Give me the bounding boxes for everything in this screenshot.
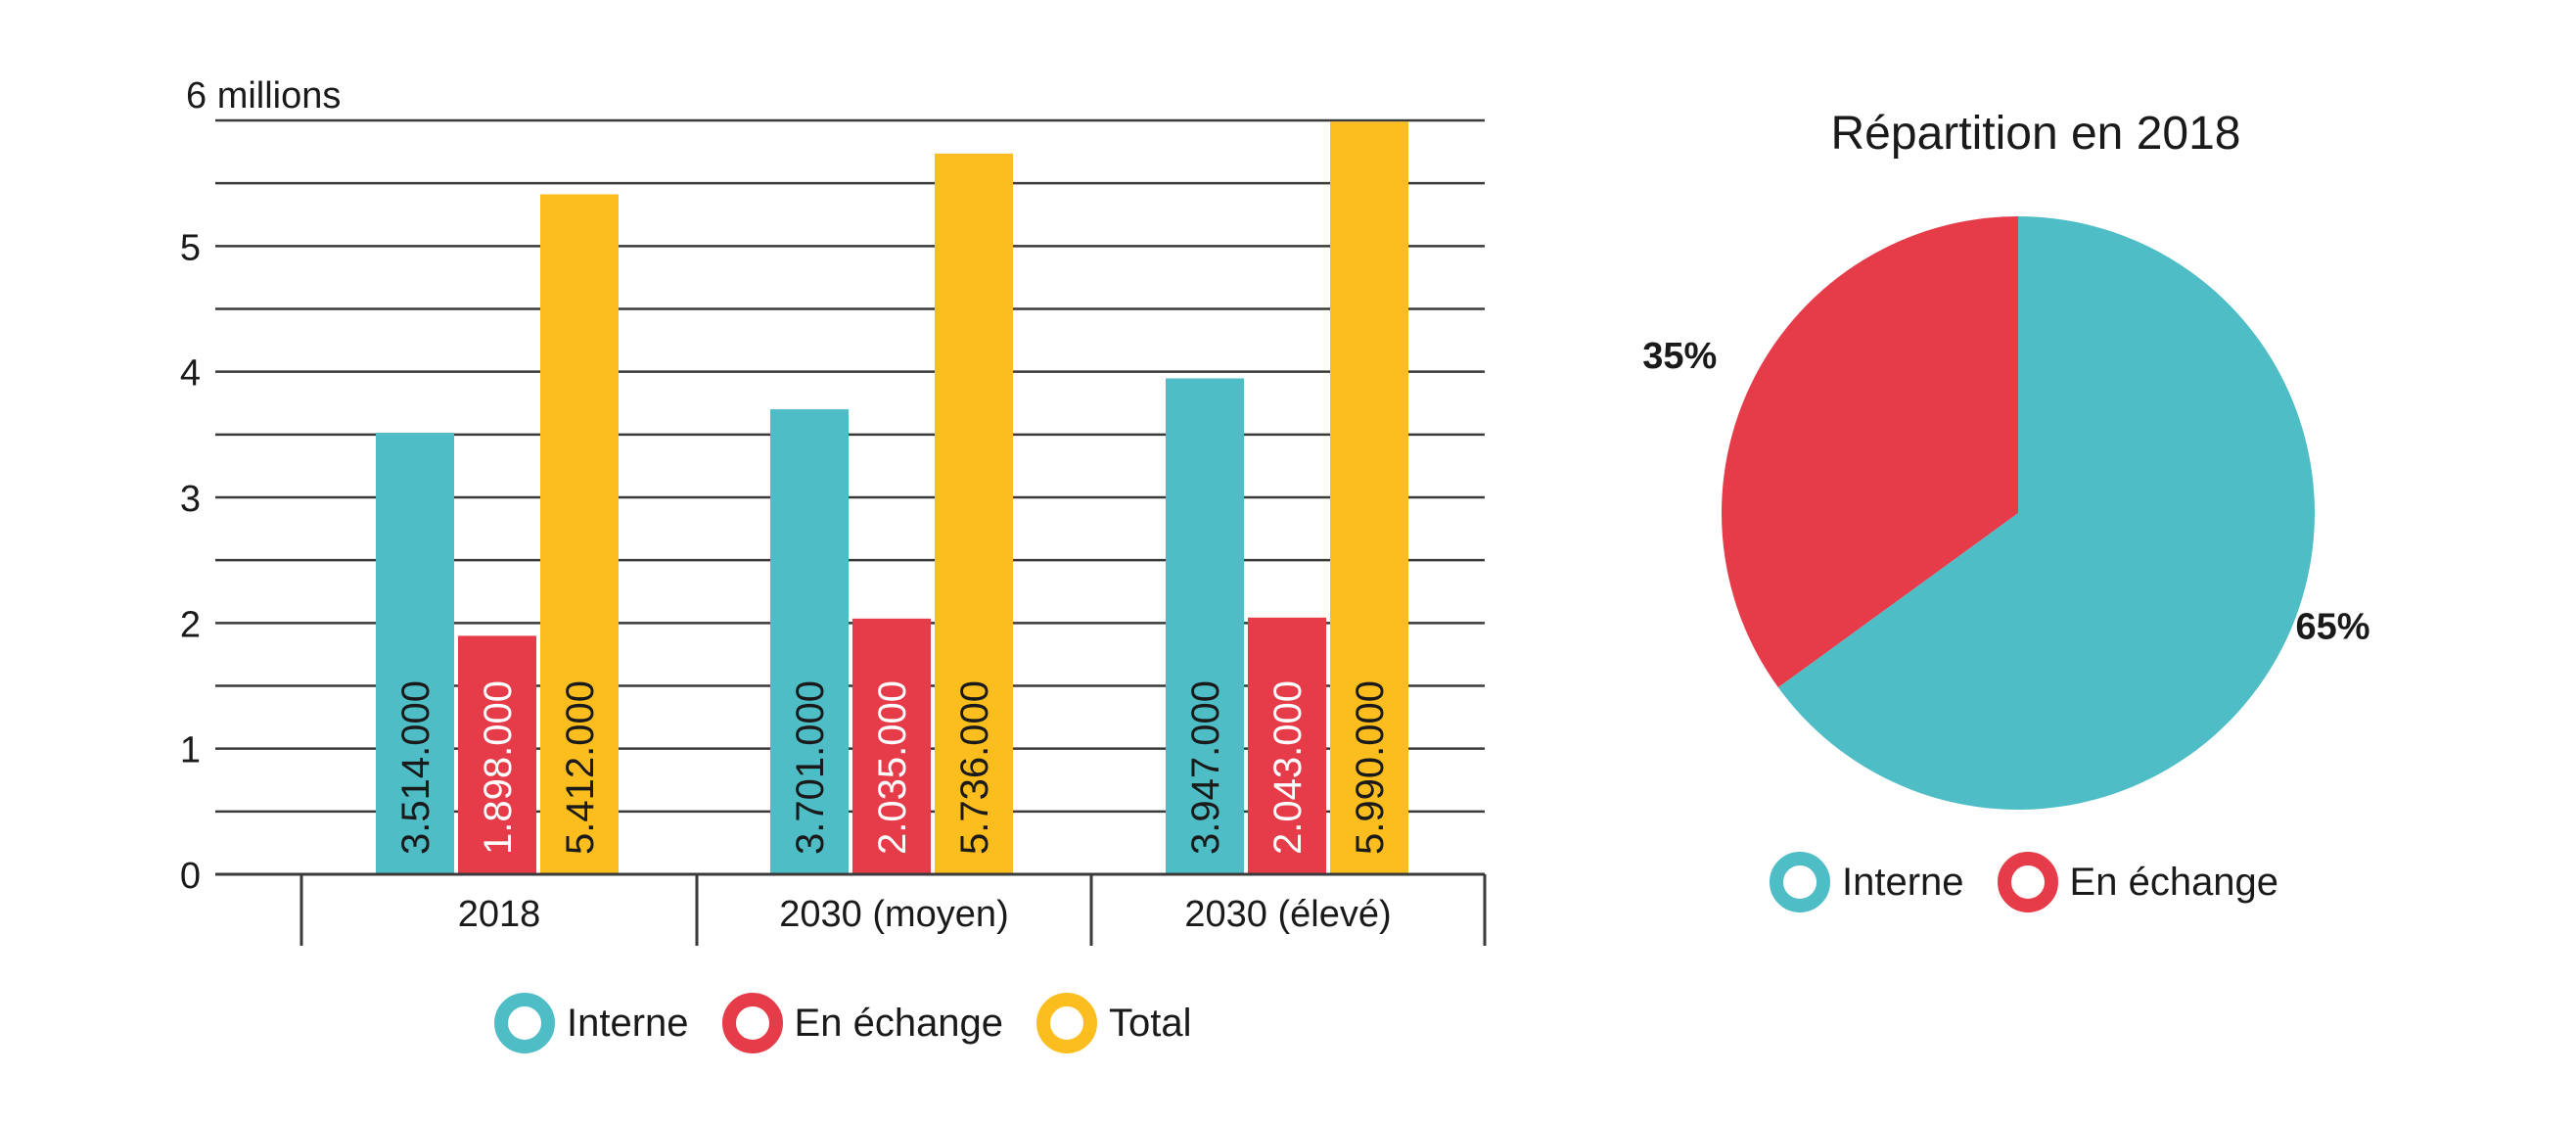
bar-series: 3.514.000 1.898.000 5.412.000 3.701.000 2.03… [376,121,1408,875]
pie-legend: Interne En échange [1770,852,2312,912]
pie-legend-label-en-echange: En échange [2069,860,2279,904]
pie-slice-label: 35% [1642,336,1717,377]
bar-value-label: 2.043.000 [1266,680,1310,855]
bar [376,433,454,874]
bar-value-label: 2.035.000 [871,680,914,855]
bar-category-label: 2030 (élevé) [1184,894,1391,935]
legend-item-interne: Interne [494,993,689,1053]
bar-y-tick-label: 4 [180,353,201,395]
pie-slice-labels: 65% 35% [1642,336,2369,648]
pie-legend-swatch-en-echange [1997,852,2058,912]
pie-legend-item-interne: Interne [1770,852,1964,912]
bar [1248,617,1326,874]
bar [540,194,619,874]
bar-y-top-label: 6 millions [186,75,341,117]
bar-value-label: 3.947.000 [1184,680,1227,855]
pie-slice [1777,216,2315,811]
bar-value-label: 3.514.000 [394,680,437,855]
bar-value-label: 5.736.000 [953,680,996,855]
bar [852,618,931,874]
legend-item-en-echange: En échange [721,993,1004,1053]
legend-label-total: Total [1109,1001,1192,1045]
legend-swatch-total [1036,993,1098,1053]
pie-legend-item-en-echange: En échange [1997,852,2279,912]
bar-category-label: 2030 (moyen) [779,894,1008,935]
pie-legend-label-interne: Interne [1842,860,1964,904]
bar-y-tick-label: 2 [180,604,201,645]
bar-value-label: 5.412.000 [559,680,602,855]
bar-legend: Interne En échange Total [494,993,1225,1053]
bar-value-label: 1.898.000 [477,680,520,855]
legend-item-total: Total [1036,993,1192,1053]
bar [935,153,1013,874]
bar [770,409,849,874]
pie-slices [1722,216,2315,811]
bar-category-label: 2018 [458,894,541,935]
bar-y-tick-label: 0 [180,856,201,897]
bar-value-label: 5.990.000 [1349,680,1392,855]
bar-y-tick-labels: 0 1 2 3 4 5 [180,227,201,897]
bar-chart: 0 1 2 3 4 5 6 millions 3.514.000 1.898.000 5.41… [180,75,1487,946]
pie-title: Répartition en 2018 [1831,108,2241,160]
legend-swatch-interne [494,993,555,1053]
bar [458,635,536,874]
bar-x-axis: 2018 2030 (moyen) 2030 (élevé) [215,872,1487,946]
pie-legend-swatch-interne [1770,852,1830,912]
bar-y-tick-label: 3 [180,479,201,520]
legend-swatch-en-echange [721,993,783,1053]
pie-slice-label: 65% [2295,606,2369,647]
legend-label-en-echange: En échange [794,1001,1004,1045]
bar-y-tick-label: 5 [180,227,201,268]
bar-y-tick-label: 1 [180,730,201,771]
legend-label-interne: Interne [567,1001,689,1045]
pie-chart: Répartition en 2018 65% 35% [1642,108,2370,811]
pie-slice [1722,216,2018,688]
bar-value-label: 3.701.000 [789,680,832,855]
bar [1330,121,1408,875]
bar [1166,378,1244,874]
